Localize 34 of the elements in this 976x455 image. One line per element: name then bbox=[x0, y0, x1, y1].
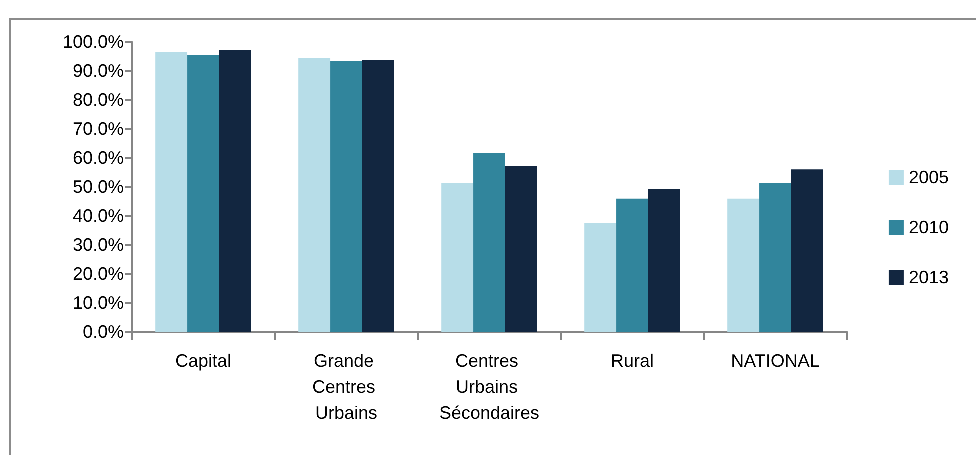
y-tick-label: 20.0% bbox=[72, 264, 124, 284]
y-tick-label: 10.0% bbox=[72, 293, 124, 313]
bar bbox=[219, 50, 252, 332]
bar bbox=[298, 58, 331, 332]
y-tick-label: 80.0% bbox=[72, 90, 124, 110]
y-tick-label: 90.0% bbox=[72, 61, 124, 81]
y-tick-label: 70.0% bbox=[72, 119, 124, 139]
x-tick-label: Grande Centres Urbains bbox=[312, 351, 381, 423]
y-tick-label: 40.0% bbox=[72, 206, 124, 226]
legend-label: 2005 bbox=[908, 168, 950, 188]
y-tick-label: 0.0% bbox=[82, 322, 124, 342]
bar bbox=[330, 61, 362, 332]
x-tick-label: Centres Urbains Sécondaires bbox=[439, 351, 540, 423]
x-tick-label: Rural bbox=[610, 351, 654, 371]
bar bbox=[728, 198, 760, 332]
bar bbox=[616, 198, 648, 332]
legend-label: 2010 bbox=[908, 218, 950, 238]
y-tick-label: 100.0% bbox=[62, 32, 124, 52]
y-tick-label: 30.0% bbox=[72, 235, 124, 255]
bar bbox=[648, 189, 680, 332]
bar bbox=[442, 182, 474, 332]
bar bbox=[362, 60, 394, 332]
y-tick-label: 60.0% bbox=[72, 148, 124, 168]
bar bbox=[505, 166, 538, 332]
x-tick-label: NATIONAL bbox=[731, 351, 820, 371]
bar bbox=[760, 182, 792, 332]
x-tick-label: Capital bbox=[175, 351, 232, 371]
bar bbox=[188, 55, 220, 332]
bar bbox=[156, 52, 188, 332]
bar bbox=[474, 153, 506, 332]
legend-label: 2013 bbox=[908, 268, 950, 288]
bar bbox=[791, 170, 824, 332]
bar bbox=[584, 222, 617, 332]
y-tick-label: 50.0% bbox=[72, 177, 124, 197]
